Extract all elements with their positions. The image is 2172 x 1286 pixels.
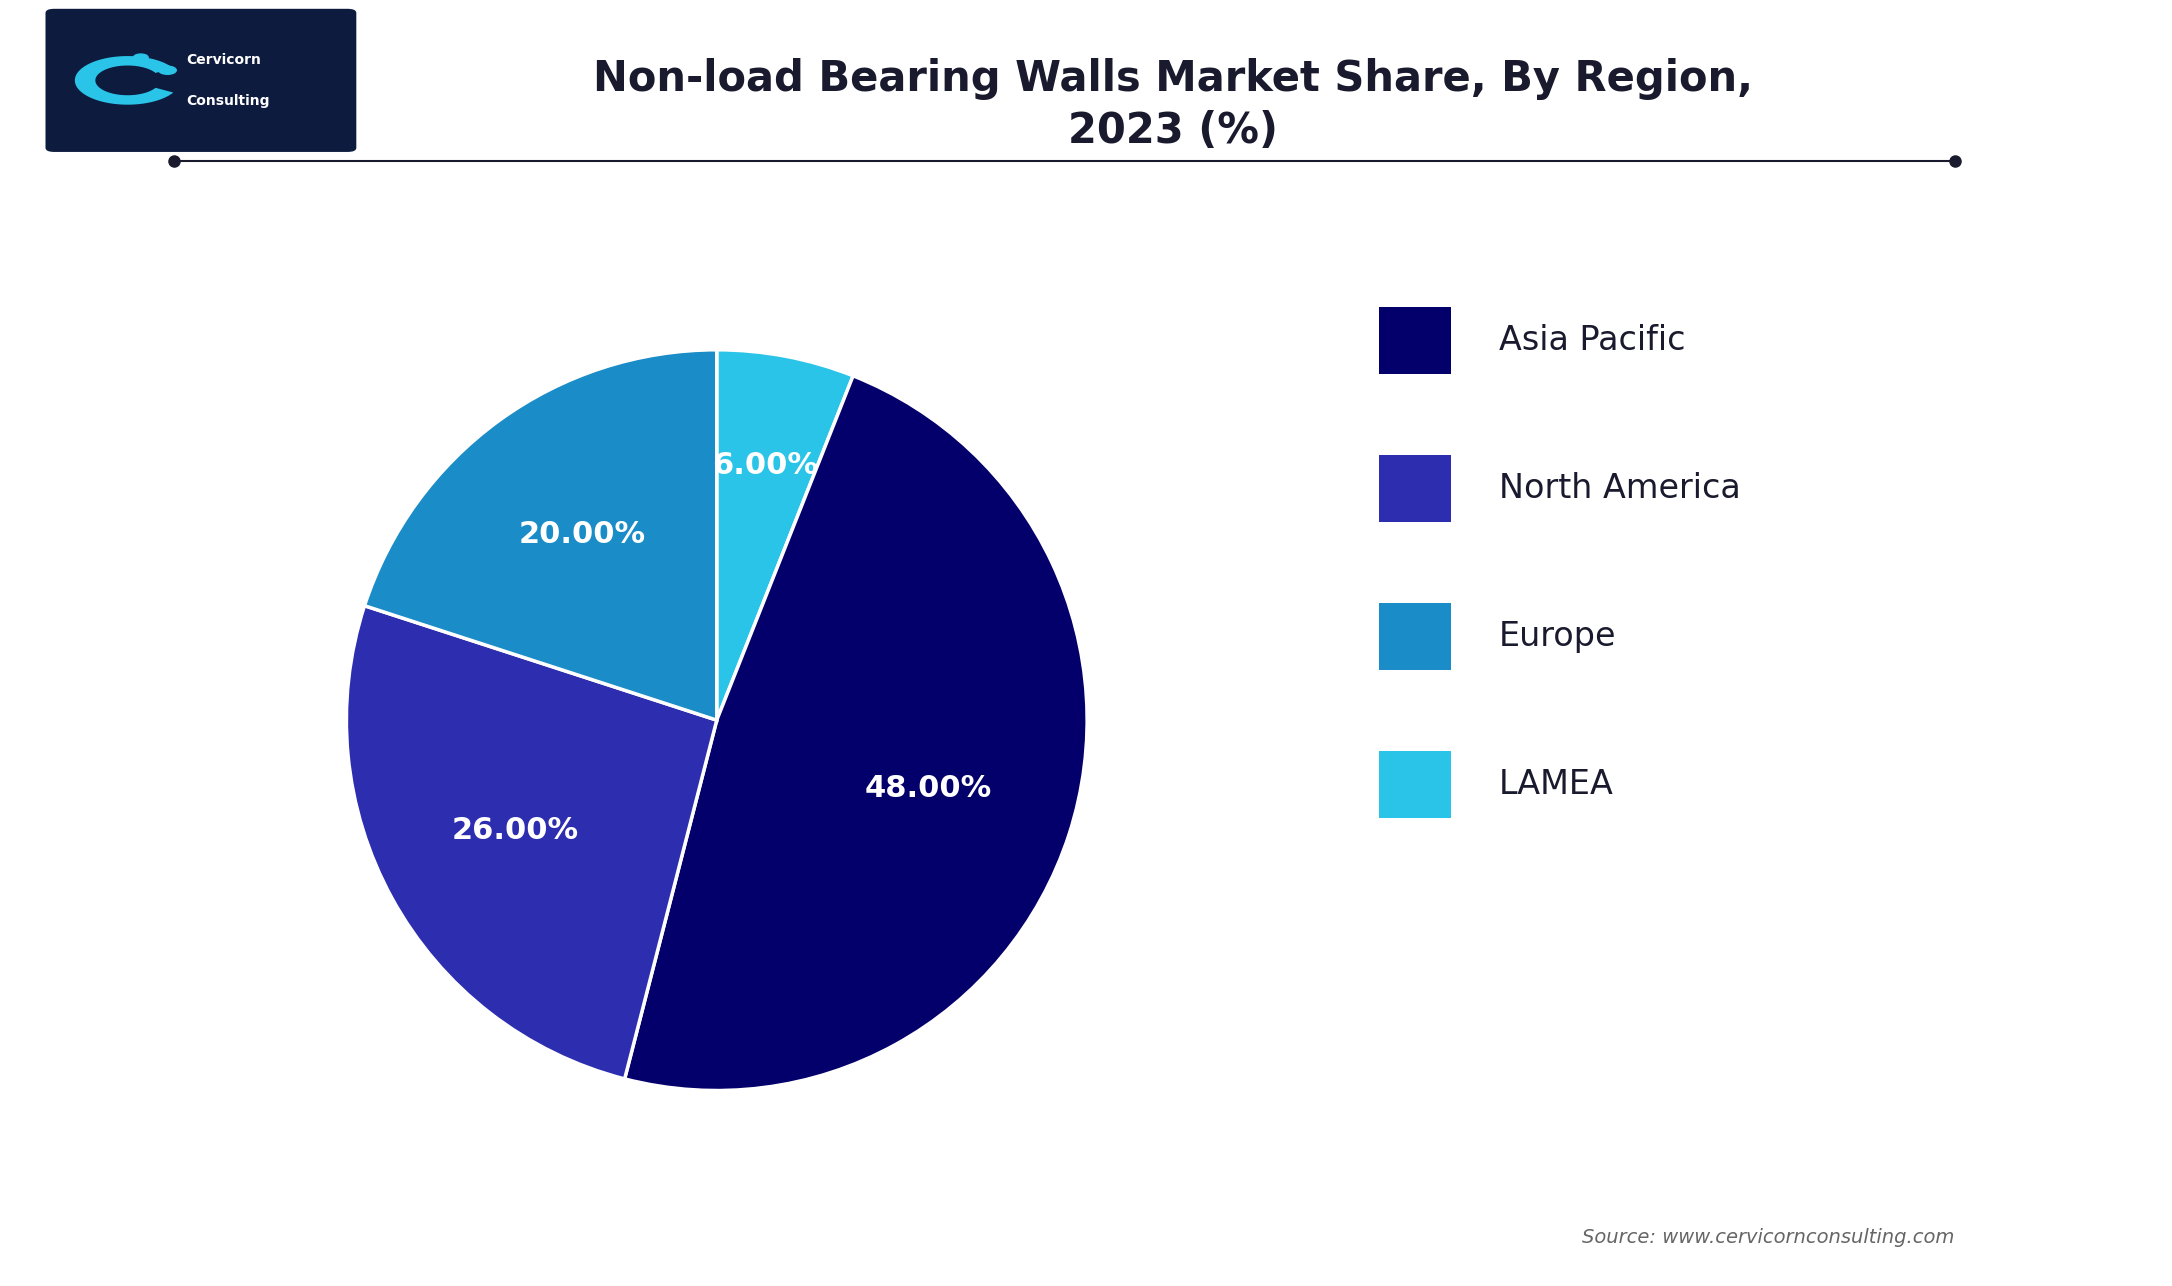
Wedge shape: [365, 350, 717, 720]
Text: Consulting: Consulting: [187, 94, 269, 108]
Text: Cervicorn: Cervicorn: [187, 53, 261, 67]
Polygon shape: [74, 57, 174, 104]
Text: North America: North America: [1499, 472, 1740, 505]
Text: 20.00%: 20.00%: [519, 520, 645, 549]
Text: Europe: Europe: [1499, 620, 1616, 653]
Text: 26.00%: 26.00%: [452, 817, 580, 845]
Text: 48.00%: 48.00%: [864, 774, 993, 804]
Text: 6.00%: 6.00%: [712, 451, 819, 480]
Wedge shape: [345, 606, 717, 1079]
Circle shape: [159, 66, 176, 75]
Wedge shape: [717, 350, 854, 720]
Text: Non-load Bearing Walls Market Share, By Region,
2023 (%): Non-load Bearing Walls Market Share, By …: [593, 58, 1753, 152]
Text: Asia Pacific: Asia Pacific: [1499, 324, 1685, 358]
Wedge shape: [626, 376, 1088, 1091]
FancyBboxPatch shape: [46, 9, 356, 152]
Text: LAMEA: LAMEA: [1499, 768, 1614, 801]
Circle shape: [132, 54, 148, 60]
Text: Source: www.cervicornconsulting.com: Source: www.cervicornconsulting.com: [1583, 1228, 1955, 1247]
